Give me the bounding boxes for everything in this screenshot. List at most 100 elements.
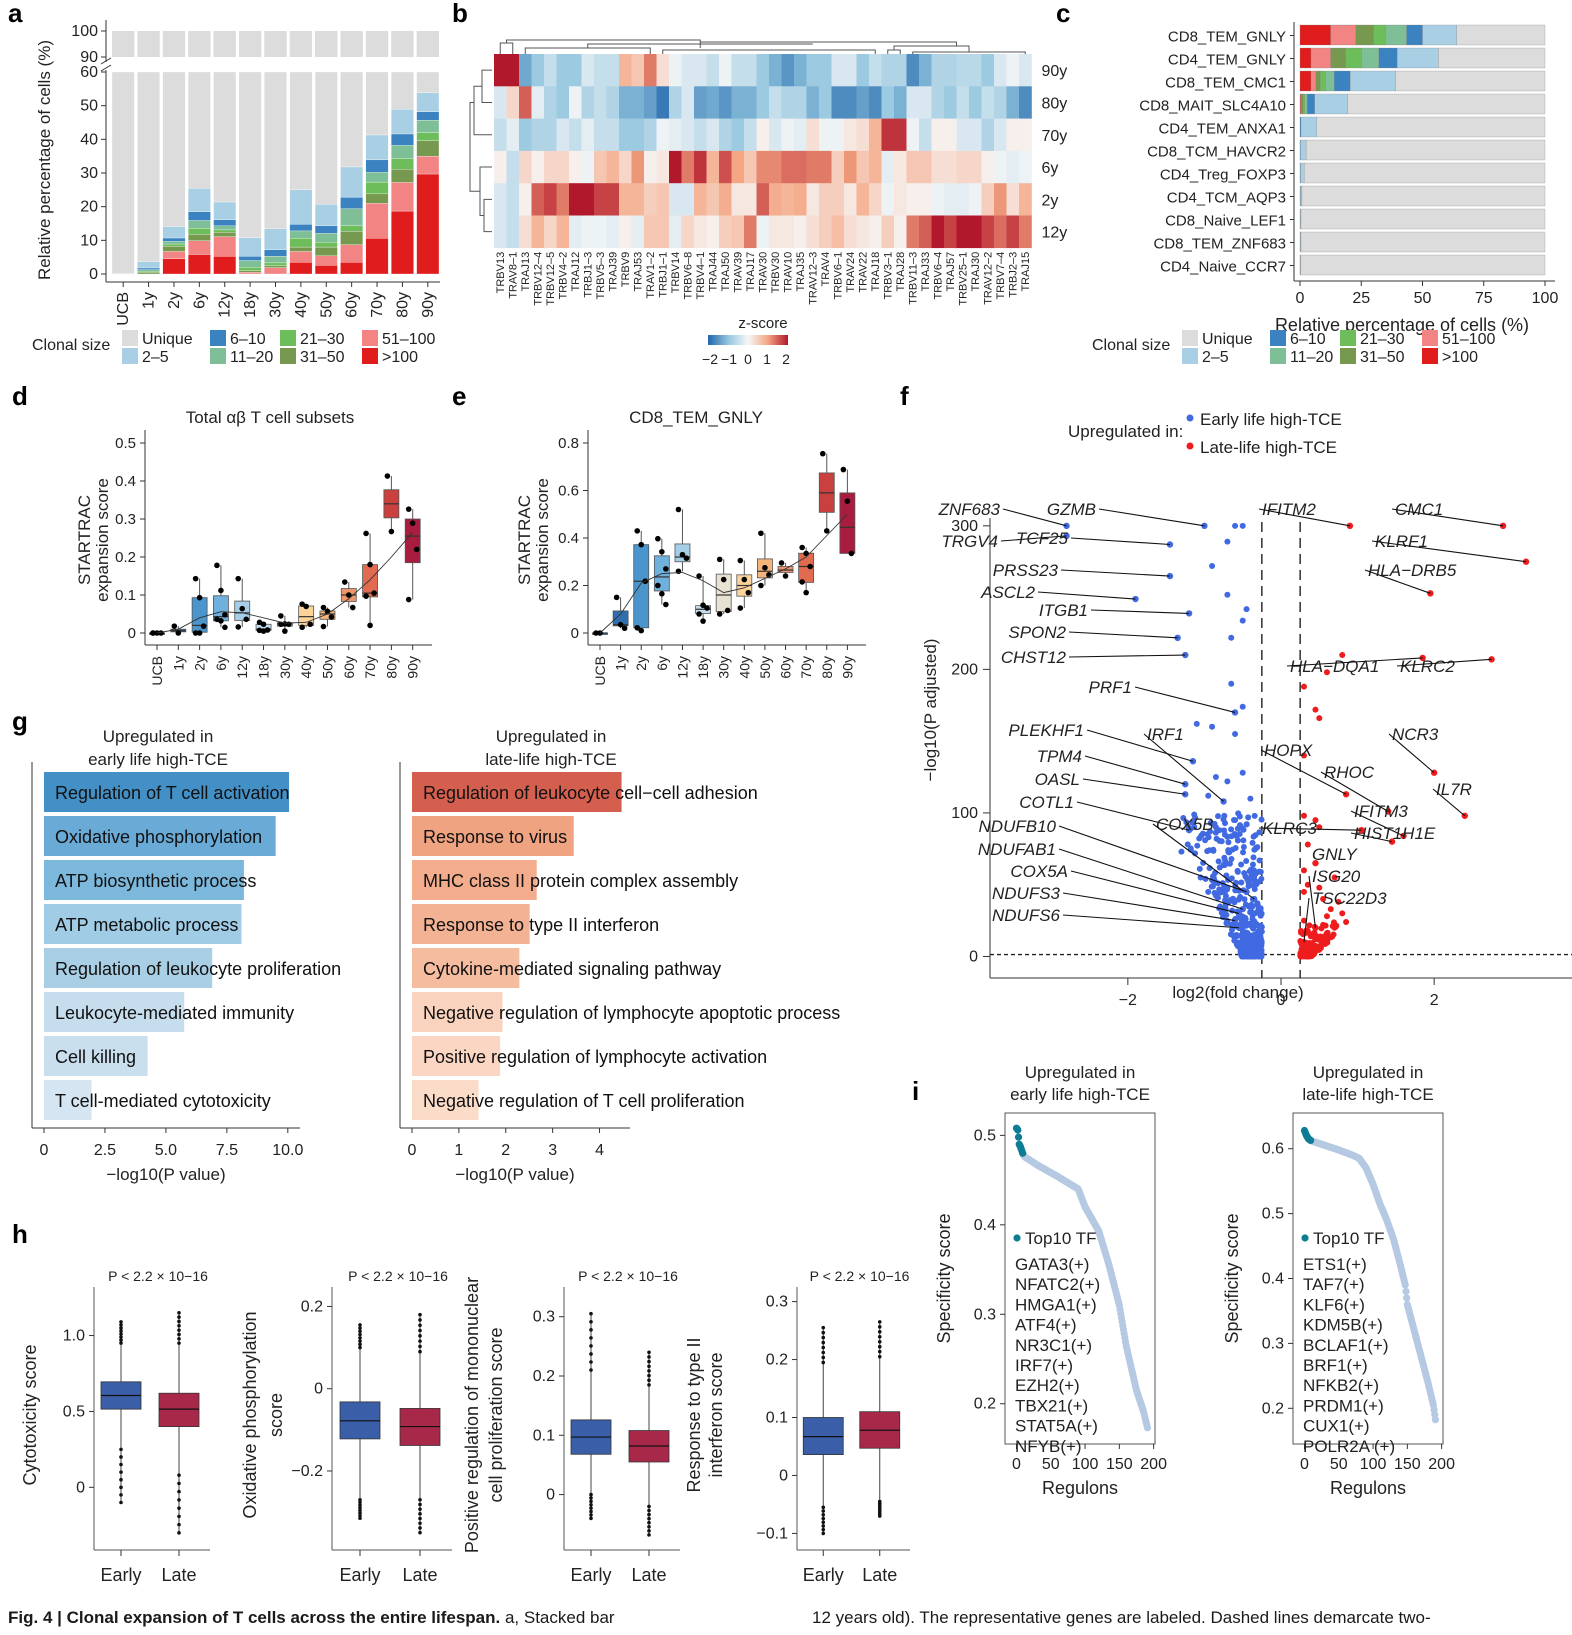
outlier-point [877,1325,882,1329]
top-tf-label: KLF6(+) [1303,1295,1365,1314]
volcano-point [1253,920,1260,927]
data-point [716,556,723,563]
heatmap-cell [794,86,807,119]
bar-segment [238,267,262,271]
labeled-gene-point [1346,522,1354,530]
enrichment-bar [412,992,503,1032]
x-tick-label: 2y [166,292,183,309]
heatmap-cell [719,215,732,249]
panel-e-boxplot: e CD8_TEM_GNLY 0 0.2 0.4 0.6 0.8 STARTRAC expans… [452,381,866,686]
category-label: CD8_Naive_LEF1 [1165,213,1286,230]
volcano-point [1339,910,1346,917]
column-label: TRBV7–4 [995,252,1007,300]
volcano-point [1300,812,1307,819]
x-tick-label: 30y [277,656,293,679]
gene-label: GZMB [1047,500,1096,519]
y-axis-label: Response to type II [684,1337,704,1492]
heatmap-cell [581,86,595,119]
gene-label: SPON2 [1008,623,1066,642]
heatmap-cell [594,118,607,152]
heatmap-cell [544,183,557,216]
column-label: TRAV39 [733,252,745,293]
data-point [260,621,267,628]
heatmap-cell [969,86,982,119]
x-tick-label: 2 [1430,992,1439,1009]
outlier-point [358,1500,362,1505]
heatmap-cell [1006,183,1020,216]
y-tick-label: 0 [969,948,978,965]
heatmap-cell [881,54,895,87]
data-point [282,628,288,634]
heatmap-cell [881,150,895,184]
bar-segment [1305,139,1546,161]
x-tick-label: 40y [298,656,314,679]
heatmap-cell [944,183,957,216]
heatmap-cell [944,86,957,119]
heatmap-cell [869,86,882,119]
bar-segment [314,265,338,275]
outlier-point [358,1513,362,1518]
top-tf-label: POLR2A (+) [1303,1437,1395,1456]
gene-label-leader [1037,591,1136,600]
bar-segment [1300,208,1546,230]
volcano-point [1252,909,1259,916]
trend-line [599,513,848,634]
top-tf-label: NFKB2(+) [1303,1376,1379,1395]
volcano-point [1229,926,1236,933]
heatmap-cell [656,183,670,216]
heatmap-cell [744,215,757,249]
outlier-point [418,1502,422,1507]
labeled-gene-point [1174,634,1181,642]
outlier-point [877,1320,882,1324]
bar-segment-upper [365,31,389,57]
gene-label-leader [1062,914,1239,929]
x-tick-label: 60y [778,656,794,679]
x-tick-label: 25 [1352,290,1370,307]
heatmap-cell [644,86,657,119]
x-tick-label: 200 [1428,1456,1455,1473]
bar-segment [340,231,363,245]
legend-swatch [210,348,226,364]
volcano-point [1251,874,1258,881]
heatmap-cell [569,118,582,152]
volcano-point [1224,591,1231,598]
bar-segment [365,193,389,204]
outlier-point [647,1364,651,1369]
column-label: TRBV6–8 [683,252,695,300]
x-axis-label: −log10(P value) [455,1165,574,1184]
enrichment-bar [412,816,574,856]
enrichment-bar [44,860,244,900]
data-point [758,582,764,589]
volcano-point [1339,652,1346,659]
data-point [758,530,764,537]
regulon-point [1012,1124,1021,1132]
heatmap-cell [519,54,532,87]
heatmap-cell [969,150,982,184]
data-point [675,506,682,513]
top-tf-label: NFATC2(+) [1015,1275,1100,1294]
heatmap-cell [681,118,695,152]
labeled-gene-point [1419,654,1426,662]
volcano-point [1228,856,1235,863]
x-tick-label: 0 [1277,992,1286,1009]
x-tick-label: 1y [170,656,186,671]
heatmap-cell [981,86,995,119]
top-tf-label: PRDM1(+) [1303,1396,1384,1415]
volcano-point [1224,778,1231,785]
chart-title: Upregulated in [103,727,214,746]
gene-label-leader [1350,832,1393,843]
gene-label-leader [1303,897,1310,943]
top-tf-label: TBX21(+) [1015,1396,1088,1415]
gene-label-leader [1308,875,1317,928]
gene-label-leader [1364,569,1431,594]
y-tick-label: 90 [80,49,98,66]
top-tf-label: NFYB(+) [1015,1437,1082,1456]
heatmap-cell [1006,86,1020,119]
bar-segment [1347,93,1546,115]
x-tick-label: 80y [819,656,835,679]
bar-segment [213,219,237,227]
legend-swatch [362,348,378,364]
volcano-point [1210,846,1217,853]
caption-right-text: 12 years old). The representative genes … [812,1608,1431,1627]
y-axis-label: Oxidative phosphorylation [240,1311,260,1518]
